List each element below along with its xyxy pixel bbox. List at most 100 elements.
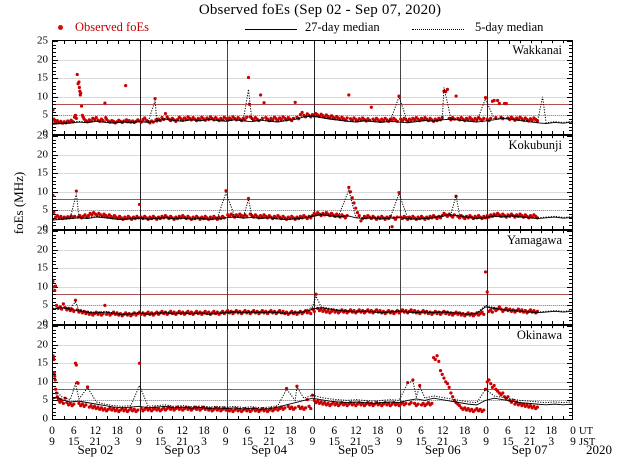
- x-tick: [302, 231, 304, 234]
- x-tick: [85, 326, 87, 329]
- y-minor-tick: [569, 253, 572, 255]
- x-tick: [248, 226, 250, 229]
- y-tick-20-right: [567, 154, 572, 156]
- day-separator-3: [313, 326, 315, 419]
- x-tick: [291, 416, 293, 419]
- x-tick: [118, 231, 120, 234]
- panel-kokubunji: Kokubunji: [52, 135, 573, 230]
- y-minor-tick: [569, 165, 572, 167]
- x-tick: [183, 326, 185, 329]
- x-tick: [400, 226, 402, 229]
- x-tick: [248, 326, 250, 329]
- x-tick: [270, 231, 272, 234]
- x-tick: [378, 326, 380, 329]
- x-tick: [215, 226, 217, 229]
- y-minor-tick: [569, 257, 572, 259]
- x-tick: [324, 231, 326, 234]
- x-tick: [476, 326, 478, 329]
- y-minor-tick: [569, 352, 572, 354]
- x-tick: [85, 321, 87, 324]
- x-label-ut: 18: [371, 425, 384, 437]
- x-label-jst: 15: [67, 436, 80, 448]
- day-separator-5: [487, 136, 489, 229]
- day-separator-3: [313, 41, 315, 134]
- y-minor-tick: [569, 359, 572, 361]
- x-tick: [194, 136, 196, 139]
- x-tick: [530, 136, 532, 139]
- station-label-kokubunji: Kokubunji: [506, 138, 564, 153]
- x-tick: [356, 326, 358, 329]
- x-label-jst: 15: [154, 436, 167, 448]
- y-minor-tick: [53, 294, 56, 296]
- y-minor-tick: [53, 312, 56, 314]
- day-label-sep-06: Sep 06: [424, 442, 461, 457]
- observed-points: [53, 270, 539, 318]
- y-tick-10: [53, 191, 58, 193]
- x-tick: [400, 136, 402, 139]
- x-label-ut: 6: [418, 425, 424, 437]
- y-minor-tick: [53, 67, 56, 69]
- x-label-ut: 6: [331, 425, 338, 437]
- unit-labels: UT JST: [579, 426, 595, 448]
- x-tick: [530, 326, 532, 329]
- x-tick: [541, 326, 543, 329]
- y-minor-tick: [569, 301, 572, 303]
- x-tick: [63, 416, 65, 419]
- x-label-ut: 6: [505, 425, 511, 437]
- series-canvas: [53, 354, 572, 414]
- x-tick: [280, 136, 282, 139]
- x-tick: [552, 41, 554, 44]
- x-tick: [107, 131, 109, 134]
- x-tick: [302, 326, 304, 329]
- gridline-20: [53, 154, 572, 156]
- y-minor-tick: [569, 221, 572, 223]
- y-minor-tick: [569, 188, 572, 190]
- day-separator-4: [400, 41, 402, 134]
- dotted-threshold-line: [53, 210, 572, 212]
- x-tick: [302, 41, 304, 44]
- x-label-jst: 21: [523, 436, 536, 448]
- x-label-jst: 3: [374, 436, 381, 448]
- x-label-ut: 6: [157, 425, 164, 437]
- x-tick: [498, 231, 500, 234]
- y-minor-tick: [569, 366, 572, 368]
- median5-path: [53, 188, 572, 220]
- x-tick: [422, 136, 424, 139]
- y-minor-tick: [569, 158, 572, 160]
- y-minor-tick: [53, 184, 56, 186]
- median27-path: [53, 214, 572, 221]
- y-minor-tick: [53, 126, 56, 128]
- x-label-ut: 18: [111, 425, 123, 437]
- x-tick-label: 6 15: [233, 425, 261, 448]
- y-minor-tick: [569, 337, 572, 339]
- day-label-sep-03: Sep 03: [164, 442, 201, 457]
- x-tick: [498, 326, 500, 329]
- x-tick: [335, 136, 337, 139]
- y-tick-10-right: [567, 96, 572, 98]
- x-tick: [194, 41, 196, 44]
- x-tick: [378, 321, 380, 324]
- x-tick: [161, 41, 163, 44]
- x-tick: [454, 416, 456, 419]
- y-tick-20-right: [567, 344, 572, 346]
- y-minor-tick: [569, 162, 572, 164]
- x-label-jst: 21: [350, 436, 362, 448]
- y-minor-tick: [569, 320, 572, 322]
- x-tick: [172, 41, 174, 44]
- x-tick: [291, 231, 293, 234]
- y-minor-tick: [53, 214, 56, 216]
- y-minor-tick: [569, 378, 572, 380]
- y-minor-tick: [569, 85, 572, 87]
- x-label-ut: 18: [198, 425, 210, 437]
- median27-path: [53, 396, 572, 410]
- x-tick: [237, 416, 239, 419]
- y-minor-tick: [569, 279, 572, 281]
- x-label-ut: 0: [222, 425, 229, 437]
- x-tick: [259, 226, 261, 229]
- x-tick: [335, 226, 337, 229]
- x-tick: [226, 326, 228, 329]
- x-tick: [465, 321, 467, 324]
- x-tick: [519, 321, 521, 324]
- x-tick: [508, 41, 510, 44]
- y-minor-tick: [53, 337, 56, 339]
